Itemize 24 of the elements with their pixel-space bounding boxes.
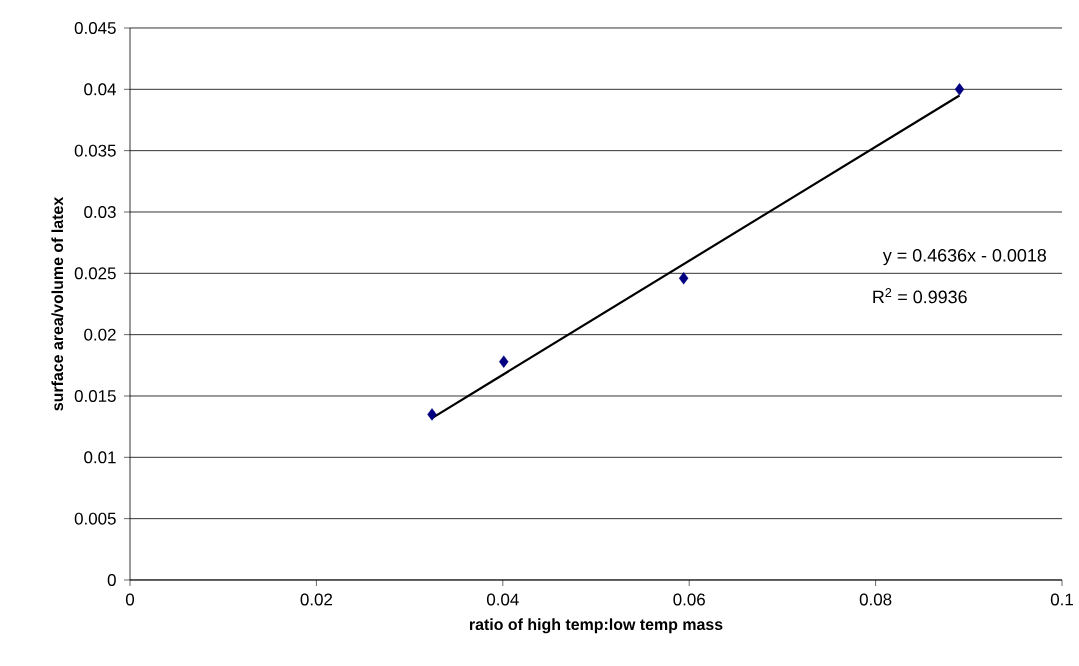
- annotation: R$^{2}$ = 0.9936: [873, 288, 967, 304]
- x-tick-label: 0.04: [486, 593, 519, 606]
- y-tick-label: 0.02: [84, 328, 116, 341]
- point: [499, 355, 509, 368]
- annotation: y = 0.4636x - 0.0018: [882, 248, 1047, 266]
- x-tick-label: 0.02: [300, 593, 333, 606]
- y-tick-label: 0.005: [74, 512, 116, 525]
- x-tick-label: 0.06: [673, 593, 705, 606]
- y-tick-label: 0.035: [74, 144, 116, 157]
- y-tick-label: 0.015: [74, 389, 116, 402]
- point: [678, 272, 689, 285]
- y-tick-label: 0.045: [74, 21, 116, 34]
- y-tick-label: 0.03: [84, 205, 116, 218]
- x-tick-label: 0: [125, 593, 135, 606]
- y-tick-label: 0.01: [84, 451, 116, 464]
- x-tick-label: 0.1: [1050, 593, 1073, 606]
- y-tick-label: 0: [107, 573, 116, 586]
- y-tick-label: 0.04: [84, 83, 116, 96]
- point: [954, 83, 965, 96]
- point: [427, 408, 437, 421]
- y-axis-title: surface area/volume of latex: [51, 196, 64, 411]
- x-tick-label: 0.08: [859, 593, 892, 606]
- x-axis-title: ratio of high temp:low temp mass: [469, 618, 723, 634]
- y-tick-label: 0.025: [74, 267, 116, 280]
